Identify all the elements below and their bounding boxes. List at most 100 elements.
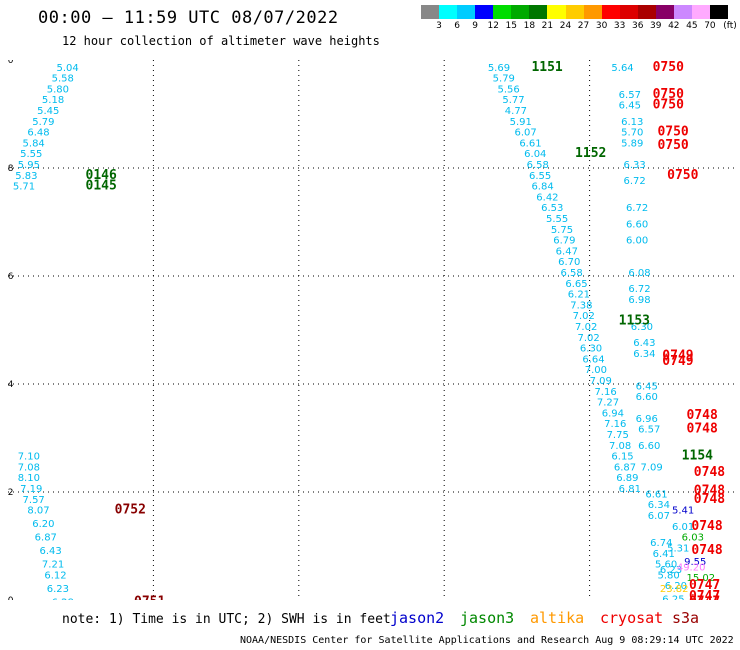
wave-height-value: 7.38	[570, 300, 592, 311]
legend-swatch	[457, 5, 476, 19]
wave-height-value: 5.41	[672, 506, 694, 517]
wave-height-value: 6.33	[624, 160, 646, 171]
wave-height-value: 6.41	[653, 549, 675, 560]
wave-height-value: 7.57	[23, 495, 45, 506]
pass-time-label: 0752	[115, 503, 146, 518]
pass-time-label: 0748	[694, 465, 725, 480]
wave-height-value: 6.43	[40, 546, 62, 557]
wave-height-value: 6.53	[541, 203, 563, 214]
wave-height-value: 9.55	[684, 557, 706, 568]
wave-height-value: 4.77	[505, 106, 527, 117]
pass-time-label: 1154	[682, 449, 713, 464]
wave-height-value: 7.16	[604, 419, 626, 430]
legend-swatch	[710, 5, 729, 19]
wave-height-value: 6.57	[619, 90, 641, 101]
y-tick-label: 14	[8, 380, 14, 390]
legend-swatch	[529, 5, 548, 19]
legend-swatch	[547, 5, 566, 19]
wave-height-value: 6.70	[558, 257, 580, 268]
legend-label: 33	[613, 21, 626, 31]
wave-height-value: 7.21	[42, 560, 64, 571]
wave-height-value: 7.10	[18, 452, 40, 463]
wave-height-value: 5.84	[23, 138, 45, 149]
wave-height-value: 7.02	[573, 311, 595, 322]
legend-label: 70	[704, 21, 716, 31]
legend-label: 18	[523, 21, 536, 31]
legend-label: 15	[505, 21, 518, 31]
y-tick-label: 16	[8, 272, 14, 282]
legend-swatch	[583, 5, 602, 19]
pass-time-label: 0750	[667, 168, 698, 183]
legend-swatch	[439, 5, 458, 19]
wave-height-value: 7.09	[590, 376, 612, 387]
legend-swatch	[601, 5, 620, 19]
wave-height-value: 8.10	[18, 473, 40, 484]
wave-height-value: 7.27	[597, 398, 619, 409]
y-tick-label: 10	[8, 596, 14, 600]
wave-height-value: 5.18	[42, 95, 64, 106]
wave-height-value: 49.20	[677, 562, 706, 573]
pass-time-label: 0747	[689, 578, 720, 593]
legend-swatch	[421, 5, 440, 19]
wave-height-value: 6.23	[660, 565, 682, 576]
legend-swatch	[511, 5, 530, 19]
wave-height-value: 6.28	[52, 597, 74, 600]
wave-height-value: 5.83	[15, 171, 37, 182]
wave-height-value: 6.15	[611, 452, 633, 463]
wave-height-value: 6.87	[35, 533, 57, 544]
wave-height-value: 6.34	[633, 349, 655, 360]
wave-height-value: 6.00	[626, 236, 648, 247]
pass-time-label: 0750	[653, 87, 684, 102]
wave-height-value: 6.74	[650, 538, 672, 549]
wave-height-value: 5.75	[551, 225, 573, 236]
wave-height-value: 7.02	[575, 322, 597, 333]
satellite-label-jason2: jason2	[390, 609, 445, 627]
wave-height-value: 6.48	[27, 128, 49, 139]
wave-height-value: 5.45	[37, 106, 59, 117]
wave-height-value: 6.61	[645, 489, 667, 500]
wave-height-value: 5.56	[498, 84, 520, 95]
satellite-label-s3a: s3a	[672, 609, 700, 627]
wave-height-value: 6.08	[628, 268, 650, 279]
wave-height-value: 6.30	[631, 322, 653, 333]
wave-height-value: 23.82	[660, 584, 689, 595]
wave-height-value: 6.07	[514, 128, 536, 139]
map-plot: 101214161820-150-147-144-141-138-135.045…	[8, 60, 735, 600]
wave-height-value: 6.45	[636, 381, 658, 392]
wave-height-value: 5.79	[493, 74, 515, 85]
wave-height-value: 6.47	[556, 246, 578, 257]
pass-time-label: 0748	[694, 492, 725, 507]
pass-time-label: 0748	[694, 484, 725, 499]
legend-label: 30	[595, 21, 608, 31]
pass-time-label: 0750	[657, 125, 688, 140]
legend-label: 39	[650, 21, 662, 31]
wave-height-value: 7.08	[609, 441, 631, 452]
wave-height-value: 5.60	[655, 560, 677, 571]
satellite-label-altika: altika	[530, 609, 585, 627]
wave-height-value: 6.87	[614, 462, 636, 473]
wave-height-value: 7.00	[585, 365, 607, 376]
legend-swatch	[637, 5, 656, 19]
wave-height-value: 8.07	[27, 506, 49, 517]
pass-time-label: 0747	[689, 589, 720, 600]
wave-height-value: 6.58	[527, 160, 549, 171]
legend-label: 3	[436, 21, 442, 31]
wave-height-value: 6.30	[580, 344, 602, 355]
legend-label: 45	[686, 21, 698, 31]
color-legend-labels: 3 6 9 12 15 18 21 24 27 30 33 36 39 42 45 70 (ft)	[421, 21, 737, 33]
pass-time-label: 0748	[687, 422, 718, 437]
wave-height-value: 5.55	[20, 149, 42, 160]
wave-height-value: 6.45	[619, 101, 641, 112]
legend-label: 9	[472, 21, 479, 31]
pass-time-label: 0749	[662, 349, 693, 364]
wave-height-value: 5.55	[546, 214, 568, 225]
pass-time-label: 0747	[689, 594, 720, 600]
satellite-label-jason3: jason3	[460, 609, 515, 627]
page-subtitle: 12 hour collection of altimeter wave hei…	[62, 34, 380, 48]
legend-label: 12	[487, 21, 499, 31]
wave-height-value: 5.95	[18, 160, 40, 171]
wave-height-value: 5.80	[47, 84, 69, 95]
pass-time-label: 0750	[653, 60, 684, 75]
legend-label: 24	[559, 21, 572, 31]
wave-height-value: 7.16	[594, 387, 616, 398]
